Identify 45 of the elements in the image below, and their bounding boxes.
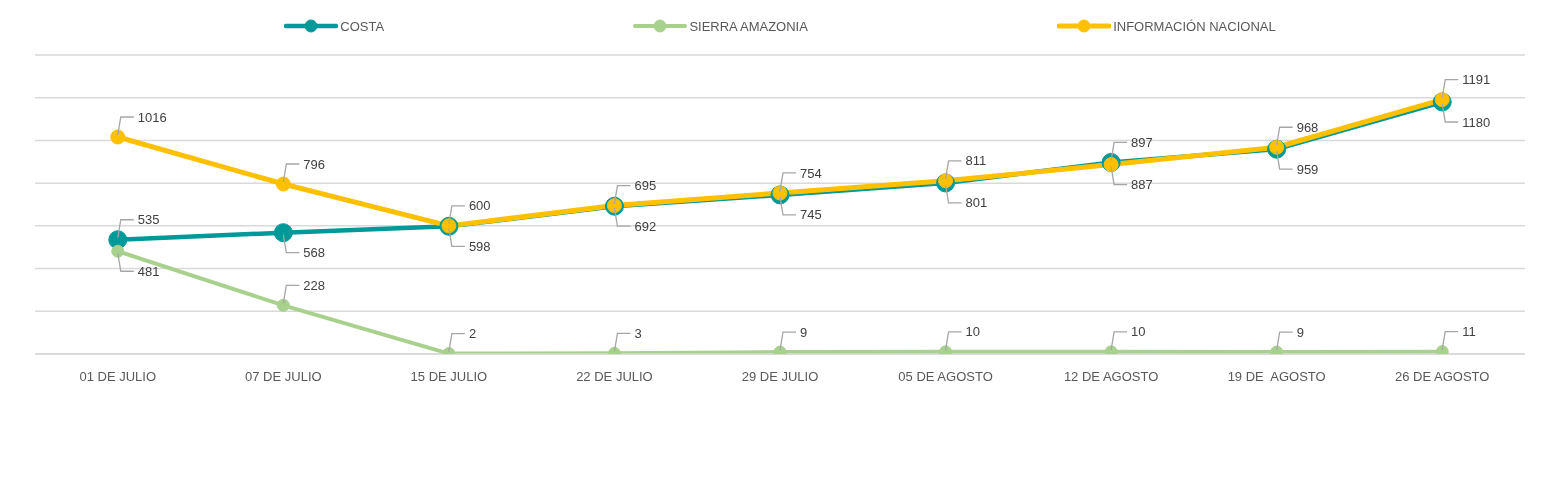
data-label: 695 <box>634 178 657 194</box>
x-tick-label: 29 DE JULIO <box>741 369 819 385</box>
data-label: 887 <box>1131 177 1153 193</box>
data-label: 811 <box>965 153 987 169</box>
data-label: 897 <box>1131 134 1153 150</box>
legend-label: SIERRA AMAZONIA <box>689 18 808 34</box>
x-tick-label: 07 DE JULIO <box>245 369 322 385</box>
x-tick-label: 19 DE AGOSTO <box>1227 369 1326 385</box>
point <box>1103 157 1119 173</box>
point <box>110 129 126 145</box>
data-label: 796 <box>303 156 326 172</box>
data-label: 598 <box>468 238 491 254</box>
data-label: 692 <box>634 218 657 234</box>
data-label: 1180 <box>1462 114 1491 130</box>
legend-label: COSTA <box>340 18 385 34</box>
point <box>273 223 293 243</box>
data-label: 11 <box>1462 324 1476 340</box>
data-label: 535 <box>137 212 160 228</box>
x-tick-label: 01 DE JULIO <box>79 369 157 385</box>
data-label: 10 <box>965 324 981 340</box>
data-label: 968 <box>1296 119 1319 135</box>
legend-label: INFORMACIÓN NACIONAL <box>1113 18 1276 34</box>
point <box>276 298 290 312</box>
data-label: 481 <box>137 263 160 279</box>
point <box>275 176 291 192</box>
x-tick-label: 12 DE AGOSTO <box>1063 369 1159 385</box>
data-label: 9 <box>800 324 808 340</box>
data-label: 801 <box>965 195 988 211</box>
data-label: 228 <box>303 277 326 293</box>
x-tick-label: 22 DE JULIO <box>576 369 653 385</box>
data-label: 1016 <box>137 109 167 125</box>
data-label: 600 <box>468 198 491 214</box>
x-tick-label: 15 DE JULIO <box>410 369 488 385</box>
data-label: 745 <box>800 207 822 223</box>
data-label: 1191 <box>1462 72 1491 88</box>
x-tick-label: 05 DE AGOSTO <box>898 369 993 385</box>
data-label: 10 <box>1131 324 1146 340</box>
data-label: 959 <box>1296 161 1319 177</box>
point <box>111 244 125 258</box>
data-label: 9 <box>1296 324 1304 340</box>
data-label: 3 <box>634 325 642 341</box>
data-label: 568 <box>303 245 326 261</box>
x-tick-label: 26 DE AGOSTO <box>1395 369 1490 385</box>
data-label: 754 <box>800 165 822 181</box>
data-label: 2 <box>468 326 477 342</box>
